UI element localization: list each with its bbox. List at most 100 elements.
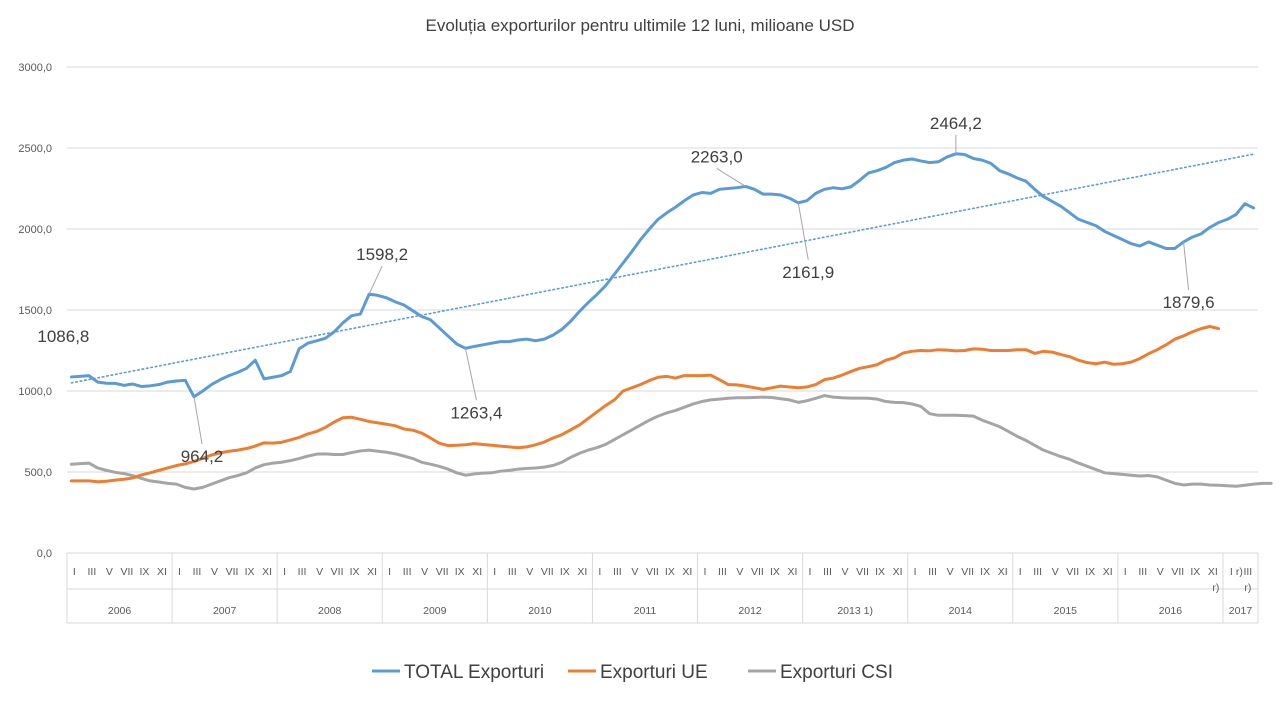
month-tick-label: V [631,566,638,578]
month-tick-label: VII [226,566,239,578]
x-axis: 2006 2007 2008 2009 2010 2011 2012 2013 1) 2014 2… [66,552,1259,624]
gridlines [67,66,1258,473]
y-tick-label: 1000,0 [18,386,52,398]
month-tick-label: XI [577,566,587,578]
year-label: 2009 [423,605,447,617]
data-label: 2161,9 [782,263,834,282]
y-tick-label: 500,0 [24,467,52,479]
data-label: 1598,2 [356,245,408,264]
series-layer [69,152,1273,491]
month-tick-label: I [1019,566,1022,578]
data-label: 2464,2 [930,114,982,133]
y-axis: 0,0 500,0 1000,0 1500,0 2000,0 2500,0 3000,0 [18,62,52,560]
month-tick-label: V [1157,566,1164,578]
month-tick-label: IX [139,566,149,578]
month-tick-label: I [598,566,601,578]
year-label: 2010 [528,605,552,617]
year-label: 2008 [318,605,342,617]
month-tick-label: I [703,566,706,578]
month-tick-label: III [508,566,517,578]
data-label: 1086,8 [37,327,89,346]
month-tick-label: III [613,566,622,578]
month-tick-label: XI [157,566,167,578]
month-tick-label: IX [455,566,465,578]
data-label-leader [716,167,746,187]
data-label-leader [464,348,477,401]
month-tick-label: IX [1085,566,1095,578]
legend: TOTAL Exporturi Exporturi UE Exporturi CSI [372,662,893,683]
month-tick-label: IX [350,566,360,578]
month-tick-label: I [73,566,76,578]
year-label: 2013 1) [837,605,873,617]
y-tick-label: 3000,0 [18,62,52,74]
month-tick-label: VII [646,566,659,578]
year-label: 2015 [1054,605,1078,617]
month-tick-label: XI [367,566,377,578]
month-tick-label: V [421,566,428,578]
month-tick-label: VII [751,566,764,578]
month-tick-label: V [842,566,849,578]
month-tick-label: VII [121,566,134,578]
month-tick-label: I [1124,566,1127,578]
month-tick-label: XI [893,566,903,578]
data-label: 1263,4 [450,403,502,422]
year-label: 2014 [949,605,973,617]
data-label-leader [368,265,383,295]
month-tick-label: V [106,566,113,578]
month-tick-label: IX [560,566,570,578]
year-label: 2011 [634,605,657,617]
month-tick-label: V [316,566,323,578]
month-tick-label: I [914,566,917,578]
revision-marker: r) [1244,582,1251,594]
month-tick-label: XI [472,566,482,578]
year-label: 2016 [1159,605,1183,617]
year-label: 2006 [108,605,132,617]
data-label: 2156,2 [1245,0,1280,4]
month-tick-label: XI [1208,566,1218,578]
month-tick-label: IX [875,566,885,578]
total-exports-trendline [70,153,1255,384]
month-tick-label: VII [1171,566,1184,578]
month-tick-label: VII [856,566,869,578]
month-tick-label: III [88,566,97,578]
month-tick-label: XI [788,566,798,578]
month-tick-label: I [283,566,286,578]
month-tick-label: XI [262,566,272,578]
month-tick-label: VII [1066,566,1079,578]
data-label-leader [1183,241,1190,291]
month-tick-label: III [403,566,412,578]
month-tick-label: I [1230,566,1233,578]
y-tick-label: 1500,0 [18,305,52,317]
month-tick-label: I [388,566,391,578]
trendline-layer [70,153,1255,384]
year-label: 2007 [213,605,237,617]
data-labels: 1086,8 964,2 1598,2 1263,4 2263,0 2161,9 2464,… [37,0,1280,466]
legend-label: Exporturi CSI [780,662,893,683]
month-tick-label: III [1138,566,1147,578]
y-tick-label: 2500,0 [18,143,52,155]
data-label: 1879,6 [1163,293,1215,312]
month-tick-label: IX [1190,566,1200,578]
legend-label: TOTAL Exporturi [404,662,544,683]
month-tick-label: I [493,566,496,578]
month-tick-label: III [823,566,832,578]
month-tick-label: IX [770,566,780,578]
month-tick-label: III [298,566,307,578]
y-tick-label: 0,0 [37,548,52,560]
month-tick-label: I [809,566,812,578]
cis-exports-line [69,394,1273,491]
month-tick-label: V [1052,566,1059,578]
month-tick-label: V [211,566,218,578]
month-tick-label: VII [541,566,554,578]
month-tick-label: III [1033,566,1042,578]
month-tick-label: III [1243,566,1252,578]
year-label: 2017 [1229,605,1253,617]
month-tick-label: VII [331,566,344,578]
y-tick-label: 2000,0 [18,224,52,236]
revision-marker: r) [1236,566,1243,578]
data-label-leader [193,396,203,444]
month-tick-label: VII [436,566,449,578]
month-tick-label: XI [682,566,692,578]
